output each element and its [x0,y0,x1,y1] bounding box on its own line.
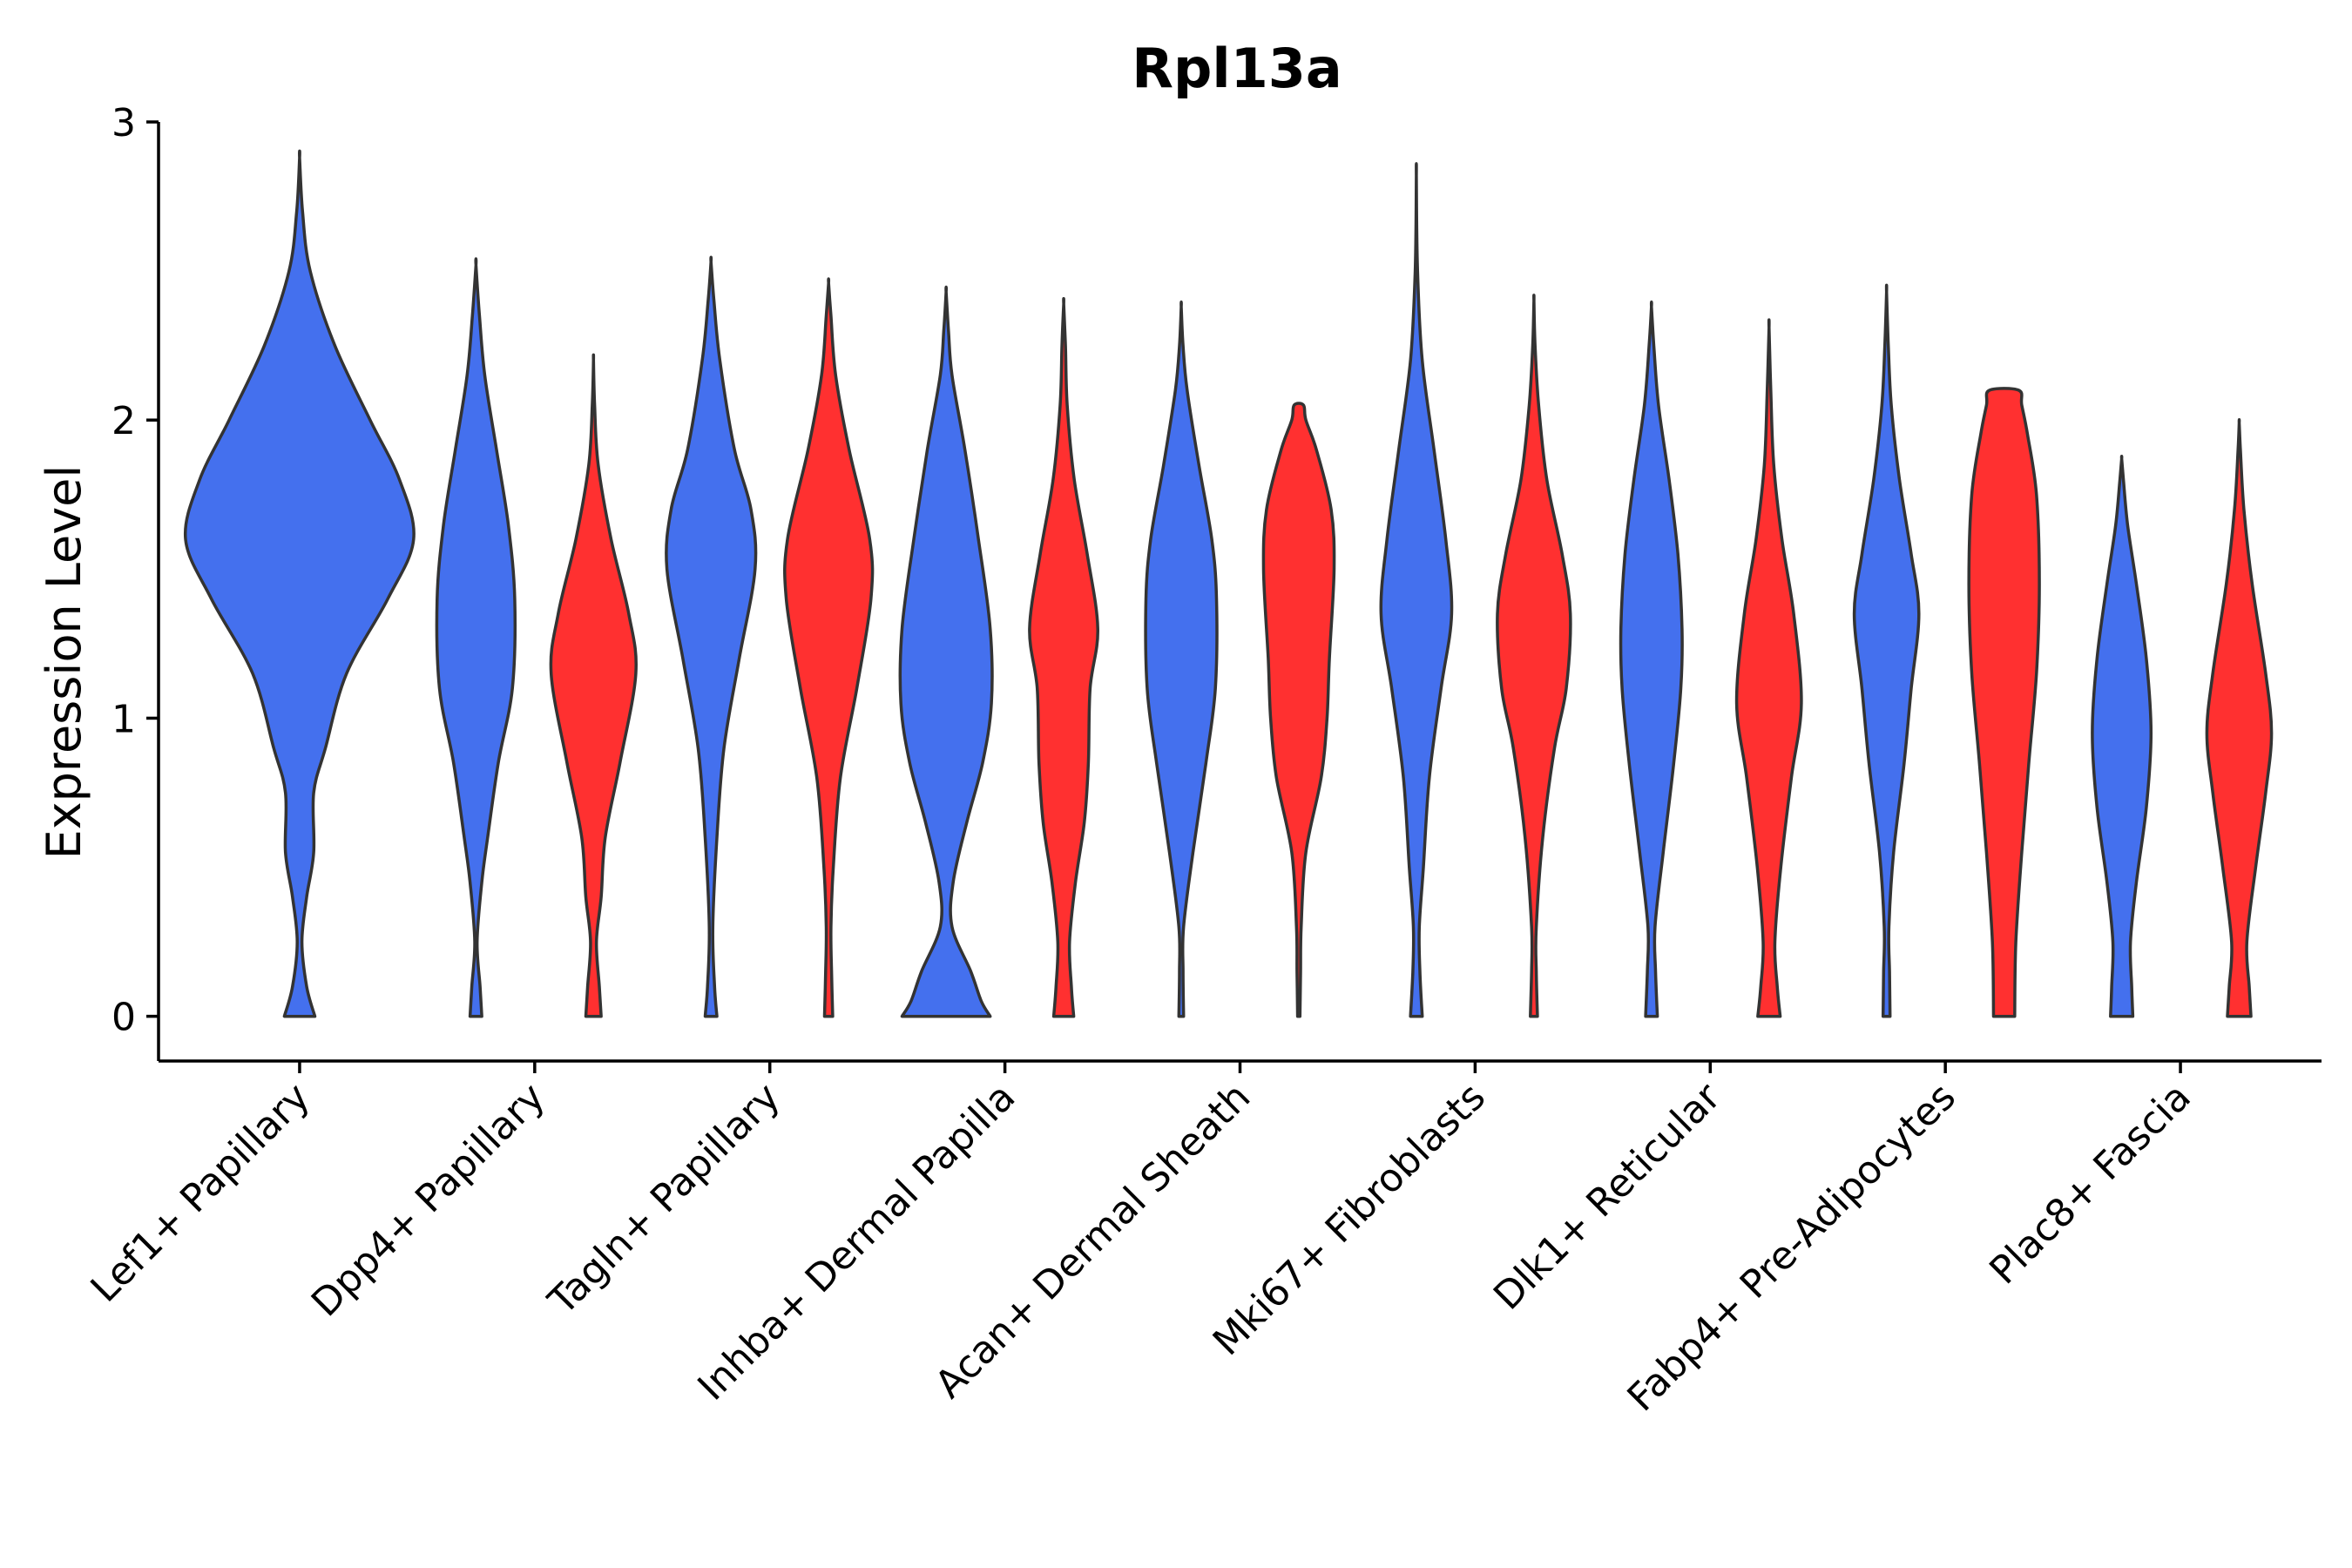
y-tick-label: 0 [112,996,136,1040]
violin-2-blue [435,257,517,1018]
x-tick-label: Dpp4+ Papillary [303,1075,554,1326]
violin-9-red [2205,418,2274,1018]
y-tick-label: 2 [112,399,136,443]
chart-title: Rpl13a [1132,37,1342,100]
x-tick-label: Tagln+ Papillary [539,1075,788,1324]
violin-7-red [1734,318,1803,1018]
x-tick-label: Dlk1+ Reticular [1485,1074,1730,1319]
violin-6-red [1496,294,1572,1018]
x-tick-label: Lef1+ Papillary [83,1075,319,1311]
x-tick-label: Plac8+ Fascia [1981,1075,2200,1294]
violin-layer [183,149,2274,1018]
violin-6-blue [1379,162,1454,1018]
y-axis-label: Expression Level [37,465,91,860]
violin-8-red [1967,387,2041,1018]
violin-5-blue [1144,300,1219,1018]
y-tick-label: 1 [112,697,136,741]
violin-1-blue [183,149,416,1018]
x-tick-label: Mki67+ Fibroblasts [1205,1075,1494,1364]
violin-4-red [1028,297,1099,1018]
violin-3-red [783,277,875,1018]
violin-5-red [1261,402,1336,1018]
violin-8-blue [1852,283,1921,1018]
violin-3-blue [665,255,758,1018]
axes: 0 1 2 3 [112,101,2322,1073]
y-tick-label: 3 [112,101,136,145]
violin-9-blue [2091,454,2153,1018]
violin-2-red [549,353,638,1018]
violin-4-blue [898,285,994,1018]
violin-7-blue [1619,300,1684,1018]
